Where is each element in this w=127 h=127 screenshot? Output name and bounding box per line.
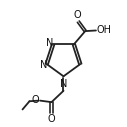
Text: N: N — [46, 38, 54, 48]
Text: O: O — [74, 10, 82, 20]
Text: N: N — [40, 60, 47, 70]
Text: O: O — [48, 114, 55, 124]
Text: O: O — [32, 95, 39, 105]
Text: N: N — [60, 79, 68, 89]
Text: OH: OH — [96, 25, 111, 35]
